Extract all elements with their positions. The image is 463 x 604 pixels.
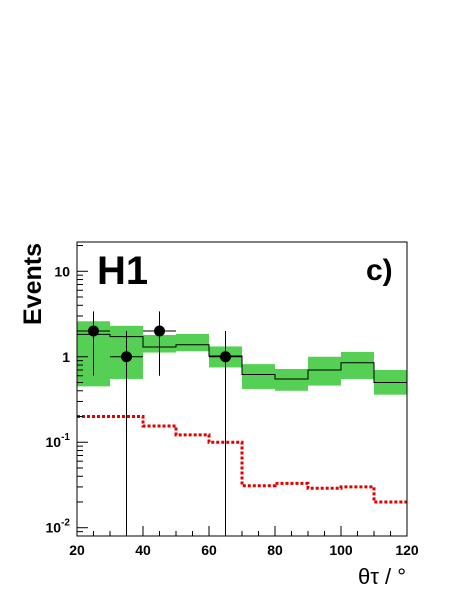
x-tick-label-80: 80 (267, 542, 283, 558)
y-axis-label: Events (19, 243, 47, 325)
x-tick-label-40: 40 (135, 542, 151, 558)
tick-labels-group: 20 40 60 80 100 120 10-2 10-1 1 10 (46, 263, 419, 558)
band-bin-7 (308, 356, 341, 386)
y-tick-label-0.01: 10-2 (46, 518, 71, 536)
data-points-group (77, 311, 242, 536)
x-tick-label-20: 20 (69, 542, 85, 558)
band-bin-6 (275, 368, 308, 391)
mc-total-step-line (77, 333, 407, 383)
chart-title: H1 (97, 249, 148, 293)
band-bin-5 (242, 364, 275, 389)
x-tick-label-60: 60 (201, 542, 217, 558)
panel-label: c) (366, 254, 393, 287)
data-point-2 (154, 325, 165, 337)
background-dashed-step-line (77, 415, 407, 504)
band-bin-3 (176, 333, 209, 352)
y-tick-label-1: 1 (62, 349, 70, 365)
x-tick-label-120: 120 (395, 542, 419, 558)
band-bin-8 (341, 351, 374, 379)
axis-ticks-group (76, 245, 408, 537)
data-point-1 (121, 351, 132, 363)
y-tick-label-10: 10 (54, 263, 70, 279)
series-lines-group (77, 333, 407, 504)
mc-uncertainty-band-group (77, 321, 407, 395)
x-axis-label: θτ / ° (358, 564, 406, 589)
data-point-0 (88, 325, 99, 337)
data-point-3 (220, 351, 231, 363)
y-tick-label-0.1: 10-1 (46, 432, 71, 450)
x-tick-label-100: 100 (329, 542, 353, 558)
